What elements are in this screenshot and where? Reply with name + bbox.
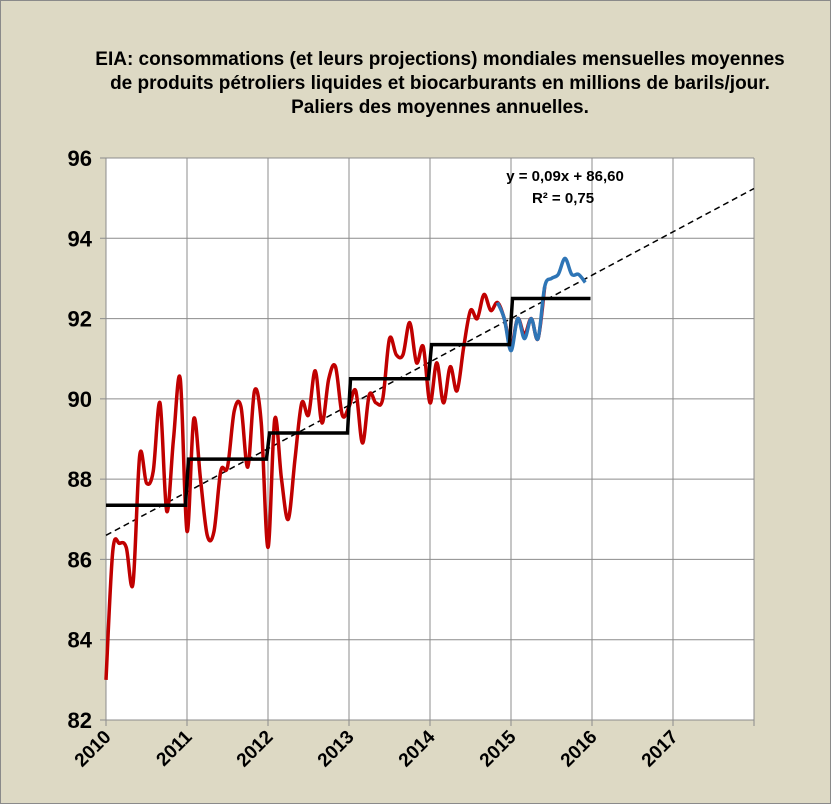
x-tick-label: 2013	[314, 727, 359, 772]
x-tick-label: 2016	[557, 727, 602, 772]
y-tick-label: 92	[68, 307, 92, 332]
x-tick-label: 2010	[71, 727, 116, 772]
y-tick-label: 96	[68, 146, 92, 171]
y-tick-label: 82	[68, 708, 92, 733]
x-tick-label: 2014	[395, 726, 440, 771]
y-tick-label: 88	[68, 467, 92, 492]
projection-series-line	[495, 256, 587, 353]
x-tick-label: 2017	[638, 727, 683, 772]
trendline	[105, 187, 755, 537]
y-tick-label: 94	[68, 226, 93, 251]
y-tick-label: 90	[68, 387, 92, 412]
x-tick-label: 2015	[476, 726, 521, 771]
y-tick-label: 86	[68, 547, 92, 572]
x-tick-label: 2011	[153, 726, 197, 770]
trendline-r2: R² = 0,75	[532, 190, 594, 207]
chart-title: EIA: consommations (et leurs projections…	[95, 49, 785, 118]
x-tick-label: 2012	[233, 727, 278, 772]
y-tick-label: 84	[68, 628, 93, 653]
trendline-equation: y = 0,09x + 86,60	[506, 168, 624, 185]
annual-mean-steps	[106, 296, 591, 507]
